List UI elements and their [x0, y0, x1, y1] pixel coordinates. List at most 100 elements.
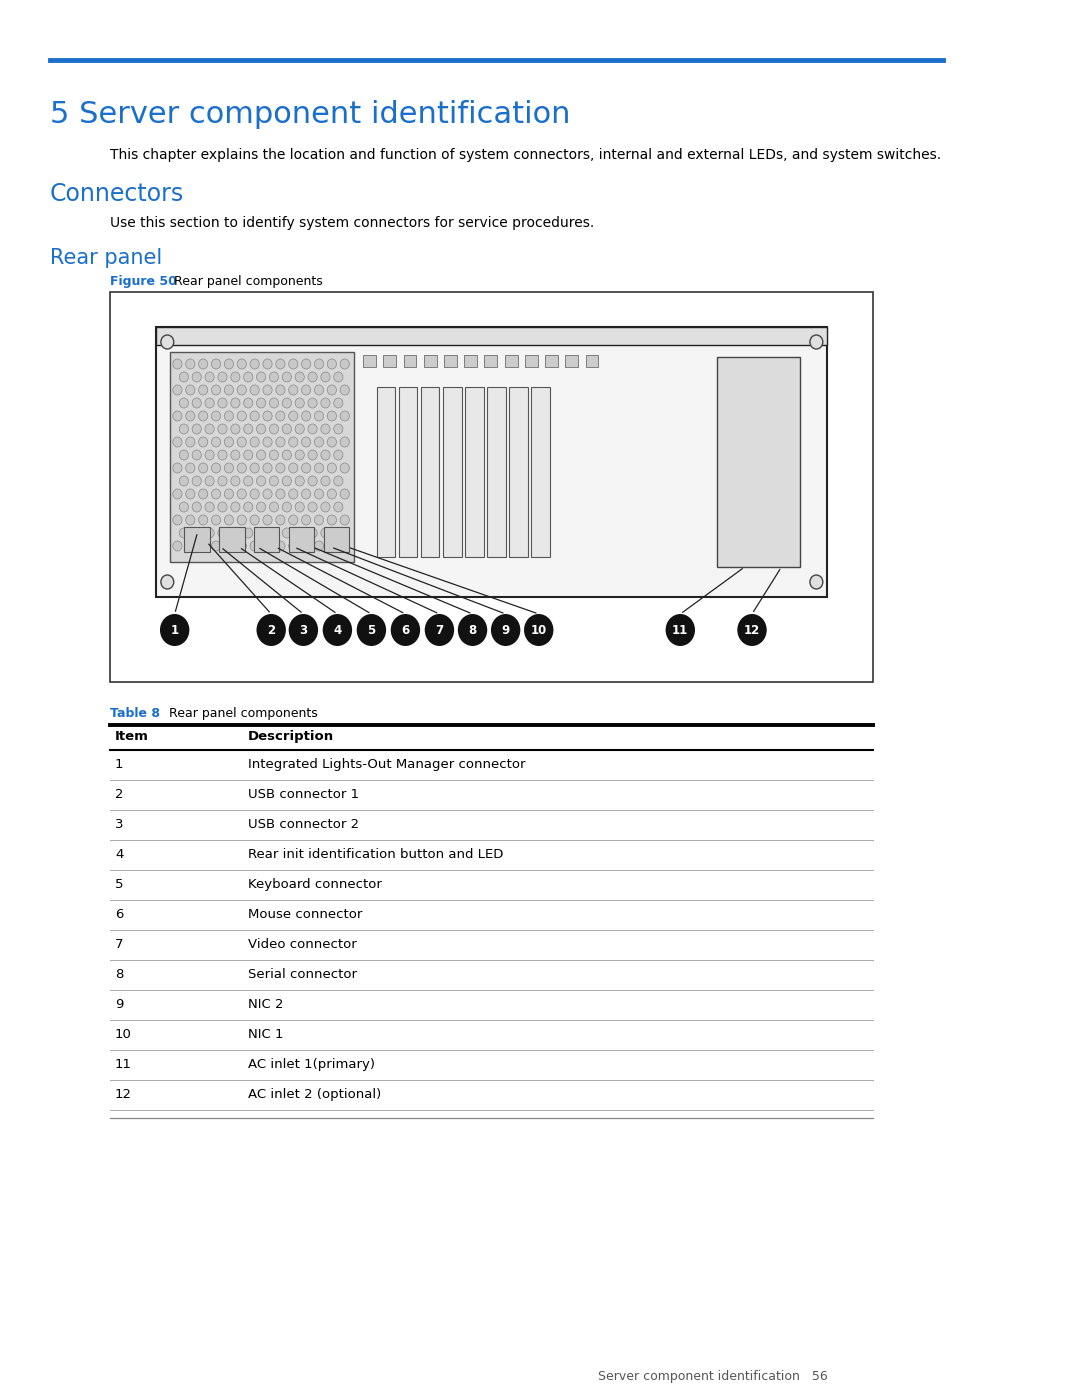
Circle shape: [327, 462, 337, 474]
Circle shape: [205, 528, 214, 538]
Text: 7: 7: [114, 937, 123, 951]
Circle shape: [218, 450, 227, 460]
Circle shape: [225, 386, 233, 395]
Circle shape: [173, 541, 183, 550]
Circle shape: [186, 359, 194, 369]
Circle shape: [212, 541, 220, 550]
Circle shape: [282, 372, 292, 381]
Circle shape: [179, 528, 189, 538]
Bar: [423, 355, 436, 367]
Circle shape: [225, 411, 233, 420]
Circle shape: [340, 541, 349, 550]
Bar: [157, 327, 827, 345]
Circle shape: [314, 489, 324, 499]
Circle shape: [301, 437, 311, 447]
Bar: [421, 387, 440, 557]
Circle shape: [225, 515, 233, 525]
Circle shape: [218, 502, 227, 511]
Text: 4: 4: [114, 848, 123, 861]
Text: Table 8: Table 8: [110, 707, 160, 719]
Circle shape: [192, 425, 201, 434]
Circle shape: [810, 576, 823, 590]
Circle shape: [179, 398, 189, 408]
Bar: [566, 355, 578, 367]
Text: 9: 9: [114, 997, 123, 1011]
Circle shape: [340, 489, 349, 499]
Circle shape: [251, 489, 259, 499]
Circle shape: [256, 615, 286, 645]
Circle shape: [186, 386, 194, 395]
Circle shape: [738, 615, 767, 645]
Circle shape: [327, 515, 337, 525]
Circle shape: [212, 359, 220, 369]
Circle shape: [231, 528, 240, 538]
Circle shape: [524, 615, 553, 645]
Circle shape: [186, 541, 194, 550]
Text: Rear panel: Rear panel: [50, 249, 162, 268]
Text: NIC 2: NIC 2: [248, 997, 284, 1011]
Circle shape: [231, 398, 240, 408]
Circle shape: [225, 541, 233, 550]
Circle shape: [179, 450, 189, 460]
Circle shape: [288, 615, 319, 645]
Circle shape: [327, 386, 337, 395]
Circle shape: [295, 476, 305, 486]
Circle shape: [251, 515, 259, 525]
Circle shape: [262, 437, 272, 447]
Circle shape: [251, 462, 259, 474]
Bar: [531, 387, 550, 557]
Circle shape: [218, 476, 227, 486]
Circle shape: [256, 502, 266, 511]
Circle shape: [314, 515, 324, 525]
Text: 3: 3: [114, 819, 123, 831]
Circle shape: [205, 425, 214, 434]
Circle shape: [334, 528, 343, 538]
Circle shape: [288, 386, 298, 395]
Circle shape: [301, 489, 311, 499]
Circle shape: [256, 528, 266, 538]
Circle shape: [308, 398, 318, 408]
Circle shape: [458, 615, 487, 645]
Text: Use this section to identify system connectors for service procedures.: Use this section to identify system conn…: [110, 217, 595, 231]
Circle shape: [491, 615, 521, 645]
Circle shape: [225, 462, 233, 474]
Circle shape: [391, 615, 420, 645]
Circle shape: [244, 528, 253, 538]
Text: Description: Description: [248, 731, 335, 743]
Bar: [465, 387, 484, 557]
Circle shape: [256, 476, 266, 486]
Text: Integrated Lights-Out Manager connector: Integrated Lights-Out Manager connector: [248, 759, 526, 771]
Circle shape: [308, 450, 318, 460]
Circle shape: [212, 411, 220, 420]
Circle shape: [308, 476, 318, 486]
Circle shape: [301, 386, 311, 395]
Circle shape: [199, 462, 207, 474]
Text: 7: 7: [435, 623, 444, 637]
Circle shape: [199, 515, 207, 525]
Text: Connectors: Connectors: [50, 182, 184, 205]
Circle shape: [288, 489, 298, 499]
Text: AC inlet 1(primary): AC inlet 1(primary): [248, 1058, 375, 1071]
Text: 12: 12: [114, 1088, 132, 1101]
Circle shape: [251, 359, 259, 369]
Text: Rear panel components: Rear panel components: [161, 707, 318, 719]
Circle shape: [244, 450, 253, 460]
Circle shape: [269, 450, 279, 460]
Circle shape: [205, 372, 214, 381]
Circle shape: [321, 476, 330, 486]
Circle shape: [238, 359, 246, 369]
Circle shape: [262, 489, 272, 499]
Circle shape: [199, 541, 207, 550]
Circle shape: [251, 541, 259, 550]
Bar: [510, 387, 528, 557]
Circle shape: [218, 425, 227, 434]
Circle shape: [314, 359, 324, 369]
Circle shape: [269, 425, 279, 434]
Circle shape: [173, 462, 183, 474]
Circle shape: [301, 359, 311, 369]
Circle shape: [327, 411, 337, 420]
Circle shape: [192, 476, 201, 486]
Circle shape: [321, 372, 330, 381]
Circle shape: [269, 398, 279, 408]
Circle shape: [340, 359, 349, 369]
